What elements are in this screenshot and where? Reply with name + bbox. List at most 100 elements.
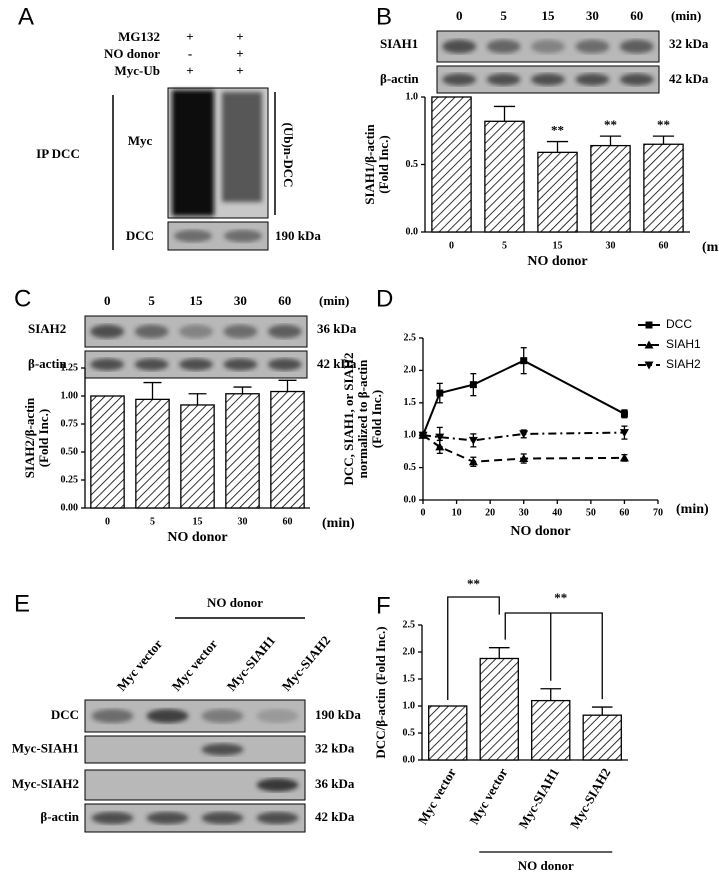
row-label: β-actin [380, 71, 419, 86]
band [442, 39, 477, 54]
x-tick-label: Myc-SIAH1 [515, 765, 562, 831]
time-label: 5 [500, 8, 507, 23]
condition-label: MG132 [118, 29, 160, 44]
group-label: NO donor [518, 858, 574, 873]
time-unit: (min) [671, 8, 701, 23]
bar [431, 96, 472, 233]
band [174, 229, 212, 243]
x-tick-label: 60 [283, 516, 293, 527]
lane-label: Myc vector [114, 636, 166, 694]
y-label: DCC, SIAH1, or SIAH2 [341, 352, 356, 485]
band [90, 324, 125, 339]
band [486, 73, 521, 86]
bar [531, 699, 571, 761]
x-tick-label: 70 [653, 507, 663, 518]
x-label: NO donor [167, 530, 227, 545]
kda-label: 42 kDa [315, 809, 355, 824]
band [267, 358, 302, 371]
band [201, 708, 244, 724]
marker [619, 453, 629, 462]
kda-label: 190 kDa [315, 707, 361, 722]
time-label: 30 [234, 293, 247, 308]
y-label: DCC/β-actin (Fold Inc.) [373, 626, 388, 758]
x-unit: (min) [676, 502, 709, 517]
y-label: (Fold Inc.) [369, 390, 384, 449]
kda-label: 36 kDa [317, 321, 357, 336]
x-unit: (min) [702, 240, 719, 255]
x-tick-label: 15 [193, 516, 203, 527]
row-label: Myc-SIAH1 [12, 740, 79, 755]
y-tick-label: 2.5 [403, 619, 416, 630]
condition-sign: + [186, 29, 193, 44]
panel-label: B [376, 3, 392, 30]
band [256, 708, 299, 724]
row-label: β-actin [28, 356, 67, 371]
y-tick-label: 0.50 [61, 446, 79, 457]
condition-sign: + [236, 46, 243, 61]
condition-sign: + [236, 63, 243, 78]
x-tick-label: 10 [452, 507, 462, 518]
time-label: 60 [278, 293, 291, 308]
band [90, 358, 125, 371]
x-tick-label: 0 [449, 240, 454, 251]
bar [590, 144, 631, 233]
y-tick-label: 2.5 [404, 332, 417, 343]
x-tick-label: 50 [586, 507, 596, 518]
legend-label: SIAH2 [666, 357, 701, 371]
y-label: SIAH2/β-actin [22, 397, 37, 478]
x-tick-label: 30 [606, 240, 616, 251]
y-tick-label: 0.5 [403, 727, 416, 738]
bar [537, 151, 578, 233]
band [146, 811, 189, 825]
band [575, 39, 610, 54]
y-tick-label: 1.0 [404, 429, 417, 440]
time-label: 5 [148, 293, 155, 308]
x-tick-label: 30 [238, 516, 248, 527]
band [619, 73, 654, 86]
band [575, 73, 610, 86]
marker [436, 389, 444, 397]
y-tick-label: 0.00 [61, 502, 79, 513]
marker [519, 454, 529, 463]
band [146, 708, 189, 724]
band [486, 39, 521, 54]
band [442, 73, 477, 86]
band [201, 811, 244, 825]
condition-label: NO donor [104, 46, 160, 61]
band [134, 324, 169, 339]
time-label: 15 [190, 293, 204, 308]
bar [270, 390, 305, 509]
kda-label: 42 kDa [669, 71, 709, 86]
row-label: DCC [51, 707, 79, 722]
band [256, 778, 299, 792]
bar [582, 714, 622, 761]
y-label: normalized to β-actin [355, 359, 370, 479]
kda-label: 190 kDa [275, 228, 321, 243]
marker [418, 431, 428, 440]
y-tick-label: 1.0 [406, 91, 419, 102]
x-tick-label: 5 [502, 240, 507, 251]
legend-label: SIAH1 [666, 337, 701, 351]
y-tick-label: 1.00 [61, 390, 79, 401]
panel-label: C [14, 285, 31, 312]
x-unit: (min) [322, 516, 355, 531]
marker [644, 340, 654, 349]
y-tick-label: 2.0 [404, 365, 417, 376]
time-unit: (min) [319, 293, 349, 308]
comparison: ** [554, 590, 567, 605]
x-label: NO donor [510, 524, 570, 539]
group-label: IP DCC [36, 146, 80, 161]
band [223, 324, 258, 339]
lane-label: Myc-SIAH2 [279, 633, 334, 694]
marker [619, 429, 629, 438]
band [531, 39, 565, 54]
panel-label: D [376, 285, 393, 312]
marker [469, 381, 477, 389]
bracket [447, 596, 500, 700]
x-tick-label: 0 [105, 516, 110, 527]
panel-label: A [18, 3, 34, 30]
marker [620, 410, 628, 418]
marker [644, 361, 654, 370]
band [179, 358, 213, 371]
kda-label: 36 kDa [315, 776, 355, 791]
